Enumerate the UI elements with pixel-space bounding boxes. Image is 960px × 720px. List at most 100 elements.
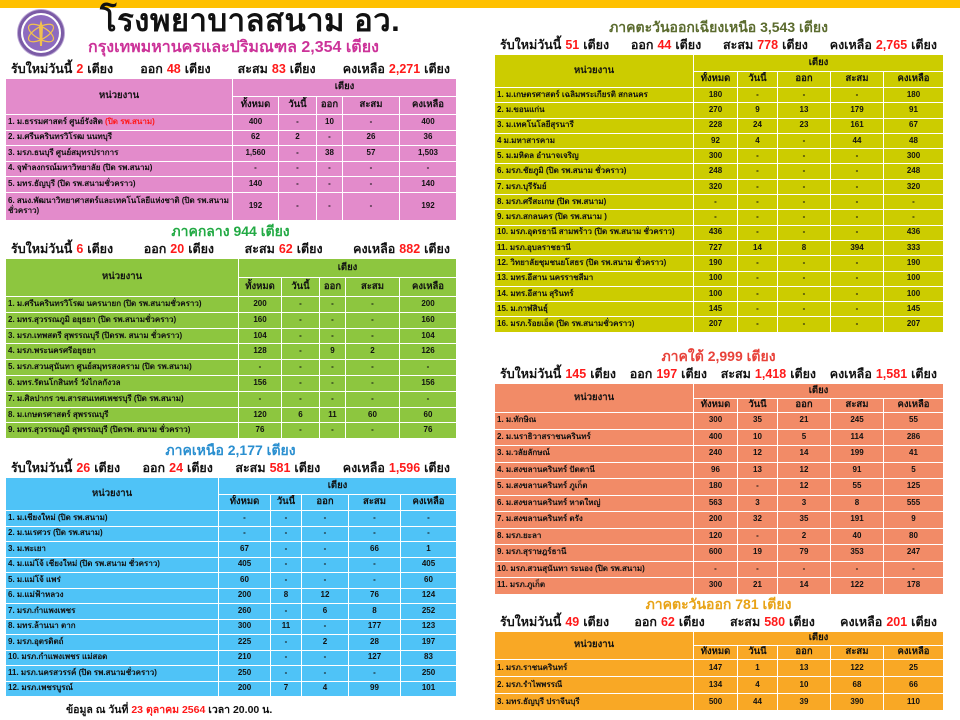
table-header-row: หน่วยงาน เตียง [494,631,945,660]
unit-name-text: 11. มรภ.นครสวรรค์ (ปิด รพ.สนามชั่วคราว) [8,667,157,677]
summary-remain: คงเหลือ 2,271 เตียง [343,61,450,77]
bed-count-cell: 8 [348,603,401,620]
unit-name-text: 5. ม.แม่โจ้ แพร่ [8,574,61,584]
summary-label: รับใหม่วันนี้ [11,461,73,475]
bed-count-cell: - [345,422,400,440]
bed-count-cell: 248 [693,163,738,180]
bed-count-cell: - [737,86,778,104]
table-row: 16. มรภ.ร้อยเอ็ด (ปิด รพ.สนามชั่วคราว) 20… [494,316,945,333]
bed-count-cell: - [316,129,343,146]
bed-count-cell: 14 [777,445,831,463]
bed-count-cell: 5 [882,461,945,479]
bed-count-cell: 9 [737,102,778,119]
summary-label: สะสม [235,461,266,475]
bed-count-cell: 436 [693,224,738,241]
bed-count-cell: 8 [777,239,831,257]
bed-count-cell: 200 [693,511,738,529]
bed-count-cell: 200 [238,296,282,313]
summary-unit: เตียง [94,461,121,475]
summary-label: คงเหลือ [840,615,883,629]
bed-count-cell: - [777,560,831,578]
bed-count-cell: 147 [693,659,738,677]
bed-count-cell: 125 [882,478,945,496]
unit-name: 5. มรภ.สวนสุนันทา ศูนย์สมุทรสงคราม (ปิด … [5,359,239,376]
table-row: 14. มทร.อีสาน สุรินทร์ 100- - -100 [494,285,945,303]
region-east: ภาคตะวันออก 781 เตียง รับใหม่วันนี้ 49 เตีย… [494,597,945,711]
bed-count-cell: - [777,301,831,318]
column-group-beds: เตียง [237,258,458,278]
summary-cum: สะสม 62 เตียง [245,241,323,257]
unit-name: 9. มรภ.สกลนคร (ปิด รพ.สนาม ) [494,209,694,226]
unit-name: 11. มรภ.นครสวรรค์ (ปิด รพ.สนามชั่วคราว) [5,665,219,682]
bed-count-cell: 248 [882,163,945,180]
bed-count-cell: - [281,390,320,408]
table-row: 9. มรภ.สกลนคร (ปิด รพ.สนาม ) - - - - - [494,209,945,226]
column-header: ทั้งหมด [218,493,271,511]
summary-unit: เตียง [590,367,617,381]
unit-name-text: 7. ม.สงขลานครินทร์ ตรัง [497,514,583,524]
bed-count-cell: 191 [830,511,884,529]
bed-count-cell: - [345,296,400,313]
bed-count-cell: 100 [693,285,738,303]
bed-count-cell: 12 [301,587,349,604]
bed-count-cell: 10 [737,428,778,446]
bed-count-cell: 134 [693,676,738,694]
table-row: 4. มรภ.พระนครศรีอยุธยา 128-9 2 126 [5,343,458,361]
bed-count-cell: - [830,194,884,211]
bed-count-cell: - [830,178,884,196]
table-row: 7. มรภ.กำแพงเพชร 260-6 8 252 [5,603,458,620]
bed-count-cell: - [348,556,401,573]
bed-count-cell: - [777,285,831,303]
unit-name: 9. มทร.สุวรรณภูมิ สุพรรณบุรี (ปิดรพ. สนา… [5,422,239,440]
table-row: 12. มรภ.เพชรบูรณ์ 200 7 4 99 101 [5,680,458,697]
unit-name-text: 5. ม.สงขลานครินทร์ ภูเก็ต [497,481,588,491]
unit-name-text: 3. มรภ.ธนบุรี ศูนย์สมุทรปราการ [8,147,119,157]
unit-name-text: 4. จุฬาลงกรณ์มหาวิทยาลัย (ปิด รพ.สนาม) [8,163,153,173]
bed-count-cell: 436 [882,224,945,241]
bed-count-cell: 4 [737,132,778,150]
summary-value: 1,596 [388,461,421,475]
bed-count-cell: - [348,572,401,589]
table-row: 1. ม.ศรีนครินทรวิโรฒ นครนายก (ปิด รพ.สนา… [5,296,458,313]
summary-label: รับใหม่วันนี้ [500,367,562,381]
bed-count-cell: 12 [777,461,831,479]
bed-count-cell: - [830,316,884,333]
unit-name-text: 3. ม.เทคโนโลยีสุรนารี [497,120,574,130]
unit-name-text: 2. ม.นราธิวาสราชนครินทร์ [497,431,591,441]
unit-name-text: 6. สนง.พัฒนาวิทยาศาสตร์และเทคโนโลยีแห่งช… [8,196,229,215]
table-row: 2. มทร.สุวรรณภูมิ อยุธยา (ปิด รพ.สนามชั่… [5,311,458,329]
unit-name: 15. ม.กาฬสินธุ์ [494,301,694,318]
table-row: 10. มรภ.อุดรธานี สามพร้าว (ปิด รพ.สนาม ช… [494,224,945,241]
table-header-row: หน่วยงาน เตียง [494,383,945,413]
bed-count-cell: - [270,572,302,589]
table-row: 1. ม.ธรรมศาสตร์ ศูนย์รังสิต (ปิด รพ.สนาม… [5,114,458,131]
bed-count-cell: - [342,176,400,193]
unit-name: 1. ม.ศรีนครินทรวิโรฒ นครนายก (ปิด รพ.สนา… [5,296,239,313]
table-row: 3. ม.วลัยลักษณ์ 240 12 14 199 41 [494,445,945,463]
bed-count-cell: - [882,194,945,211]
bed-count-cell: 11 [319,406,346,424]
unit-name-text: 1. ม.เชียงใหม่ (ปิด รพ.สนาม) [8,512,108,522]
table-row: 15. ม.กาฬสินธุ์ 145- - -145 [494,301,945,318]
bed-count-cell: 76 [238,422,282,440]
table-row: 5. มทร.ธัญบุรี (ปิด รพ.สนามชั่วคราว) 140-… [5,176,458,193]
table-row: 6. ม.สงขลานครินทร์ หาดใหญ่ 563 3 3 8 555 [494,494,945,512]
bed-count-cell: 100 [693,270,738,287]
unit-name-text: 9. มทร.สุวรรณภูมิ สุพรรณบุรี (ปิดรพ. สนา… [8,425,191,435]
column-header: สะสม [345,277,400,297]
summary-label: คงเหลือ [342,461,385,475]
region-table: หน่วยงาน เตียง ทั้งหมด วันนี้ ออก สะสม คงเหลือ… [494,631,945,711]
bed-count-cell: - [301,572,349,589]
bed-count-cell: 160 [238,311,282,329]
column-header: คงเหลือ [398,277,458,297]
summary-value: 2 [76,62,84,76]
bed-count-cell: - [319,327,346,345]
bed-count-cell: 225 [218,634,271,651]
bed-count-cell: - [882,560,945,578]
unit-name: 6. มทร.รัตนโกสินทร์ วังไกลกังวล [5,374,239,392]
bed-count-cell: 12 [777,478,831,496]
bed-count-cell: - [882,209,945,226]
bed-count-cell: 563 [693,494,738,512]
bed-count-cell: - [348,510,401,527]
summary-label: ออก [629,367,653,381]
